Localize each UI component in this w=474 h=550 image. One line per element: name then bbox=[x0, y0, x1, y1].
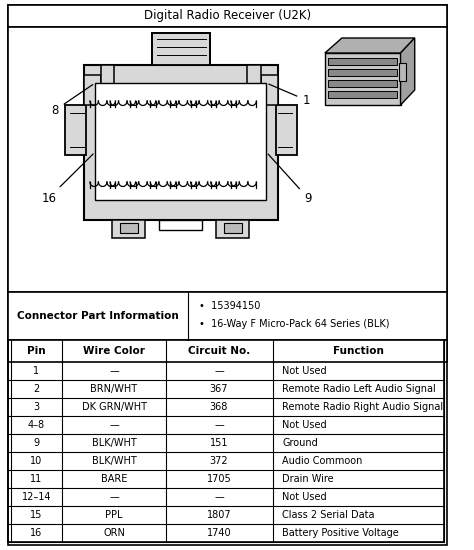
Text: —: — bbox=[109, 492, 119, 502]
Text: Connector Part Information: Connector Part Information bbox=[17, 311, 179, 321]
Text: —: — bbox=[109, 420, 119, 430]
Bar bbox=[159, 220, 202, 230]
Text: DK GRN/WHT: DK GRN/WHT bbox=[82, 402, 146, 412]
Text: Not Used: Not Used bbox=[283, 492, 327, 502]
Text: Pin: Pin bbox=[27, 346, 46, 356]
Polygon shape bbox=[401, 38, 415, 105]
Bar bbox=[224, 223, 242, 233]
Bar bbox=[328, 91, 397, 98]
Text: Battery Positive Voltage: Battery Positive Voltage bbox=[283, 528, 399, 538]
Text: 1: 1 bbox=[269, 84, 310, 107]
Text: 9: 9 bbox=[33, 438, 39, 448]
Text: Circuit No.: Circuit No. bbox=[188, 346, 250, 356]
Text: —: — bbox=[214, 366, 224, 376]
Bar bbox=[95, 83, 266, 200]
Text: 1807: 1807 bbox=[207, 510, 231, 520]
Text: 1740: 1740 bbox=[207, 528, 231, 538]
Text: •  15394150: • 15394150 bbox=[199, 301, 261, 311]
Text: BRN/WHT: BRN/WHT bbox=[91, 384, 137, 394]
Bar bbox=[325, 53, 401, 105]
Bar bbox=[216, 220, 249, 238]
Text: Remote Radio Right Audio Signal: Remote Radio Right Audio Signal bbox=[283, 402, 444, 412]
Text: 1705: 1705 bbox=[207, 474, 231, 484]
Text: Not Used: Not Used bbox=[283, 366, 327, 376]
Bar bbox=[112, 220, 145, 238]
Bar bbox=[328, 69, 397, 76]
Text: Remote Radio Left Audio Signal: Remote Radio Left Audio Signal bbox=[283, 384, 436, 394]
Bar bbox=[120, 223, 137, 233]
Bar bbox=[8, 340, 447, 362]
Text: BLK/WHT: BLK/WHT bbox=[91, 456, 137, 466]
Bar bbox=[152, 33, 210, 65]
Bar bbox=[276, 105, 297, 155]
Text: Not Used: Not Used bbox=[283, 420, 327, 430]
Text: 368: 368 bbox=[210, 402, 228, 412]
Bar bbox=[84, 75, 101, 105]
Text: Class 2 Serial Data: Class 2 Serial Data bbox=[283, 510, 375, 520]
Text: 1: 1 bbox=[33, 366, 39, 376]
Polygon shape bbox=[325, 38, 415, 53]
Text: 16: 16 bbox=[41, 154, 93, 205]
Bar bbox=[8, 27, 447, 292]
Bar bbox=[84, 65, 278, 220]
Text: Digital Radio Receiver (U2K): Digital Radio Receiver (U2K) bbox=[144, 9, 311, 23]
Bar bbox=[399, 63, 406, 81]
Text: 12–14: 12–14 bbox=[22, 492, 51, 502]
Text: 4–8: 4–8 bbox=[28, 420, 45, 430]
Text: •  16-Way F Micro-Pack 64 Series (BLK): • 16-Way F Micro-Pack 64 Series (BLK) bbox=[199, 319, 390, 329]
Text: ORN: ORN bbox=[103, 528, 125, 538]
Text: BARE: BARE bbox=[101, 474, 127, 484]
Text: 3: 3 bbox=[33, 402, 39, 412]
Text: —: — bbox=[109, 366, 119, 376]
Text: 10: 10 bbox=[30, 456, 43, 466]
Bar bbox=[8, 5, 447, 27]
Text: Function: Function bbox=[333, 346, 383, 356]
Text: Ground: Ground bbox=[283, 438, 318, 448]
Text: 15: 15 bbox=[30, 510, 43, 520]
Bar bbox=[8, 292, 447, 340]
Text: BLK/WHT: BLK/WHT bbox=[91, 438, 137, 448]
Bar bbox=[328, 58, 397, 65]
Bar bbox=[247, 65, 261, 85]
Text: Wire Color: Wire Color bbox=[83, 346, 145, 356]
Text: —: — bbox=[214, 492, 224, 502]
Text: 151: 151 bbox=[210, 438, 228, 448]
Bar bbox=[65, 105, 86, 155]
Text: —: — bbox=[214, 420, 224, 430]
Text: 367: 367 bbox=[210, 384, 228, 394]
Text: 11: 11 bbox=[30, 474, 43, 484]
Bar bbox=[101, 65, 114, 85]
Bar bbox=[261, 75, 278, 105]
Text: 8: 8 bbox=[52, 85, 93, 117]
Text: 9: 9 bbox=[268, 154, 311, 205]
Text: 16: 16 bbox=[30, 528, 43, 538]
Text: 372: 372 bbox=[210, 456, 228, 466]
Text: Drain Wire: Drain Wire bbox=[283, 474, 334, 484]
Text: Audio Commoon: Audio Commoon bbox=[283, 456, 363, 466]
Bar bbox=[328, 80, 397, 87]
Text: 2: 2 bbox=[33, 384, 40, 394]
Text: PPL: PPL bbox=[105, 510, 123, 520]
